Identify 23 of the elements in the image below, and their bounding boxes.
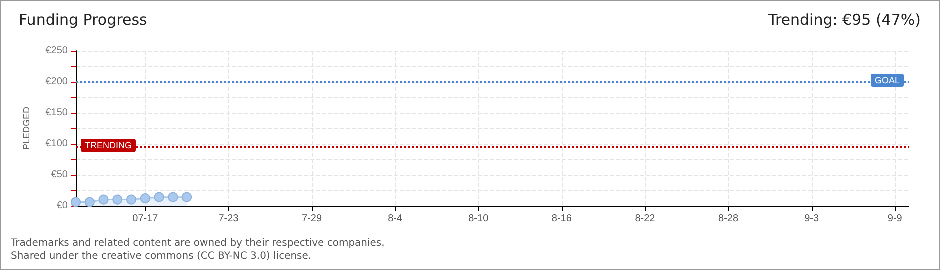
x-tick-label: 8-28 [718, 214, 739, 224]
y-axis-title: PLEDGED [22, 106, 32, 150]
y-tick-label: €100 [46, 138, 68, 150]
y-tick-label: €50 [51, 170, 68, 180]
x-tick-label: 07-17 [132, 214, 159, 224]
chart-subtitle: Trending: €95 (47%) [768, 11, 921, 29]
chart-title: Funding Progress [19, 11, 148, 29]
x-tick-label: 8-10 [468, 214, 490, 224]
ref-line-label: TRENDING [85, 140, 132, 151]
x-tick-label: 7-23 [218, 214, 240, 224]
x-tick-label: 8-22 [635, 214, 656, 224]
x-tick-label: 9-9 [888, 214, 903, 224]
x-tick-label: 8-16 [552, 214, 572, 224]
y-tick-label: €200 [46, 76, 68, 88]
y-tick-label: €150 [46, 108, 68, 118]
x-tick-label: 8-4 [388, 214, 403, 224]
y-tick-label: €0 [56, 200, 68, 212]
text: Shared under the creative commons (CC BY-NC 3.0) license. [11, 250, 313, 263]
text: Trademarks and related content are owned by their respective companies. [11, 237, 385, 250]
x-tick-label: 9-3 [804, 214, 820, 224]
ref-line-label: GOAL [874, 76, 900, 86]
x-tick-label: 7-29 [302, 214, 322, 224]
y-tick-label: €250 [46, 46, 68, 56]
